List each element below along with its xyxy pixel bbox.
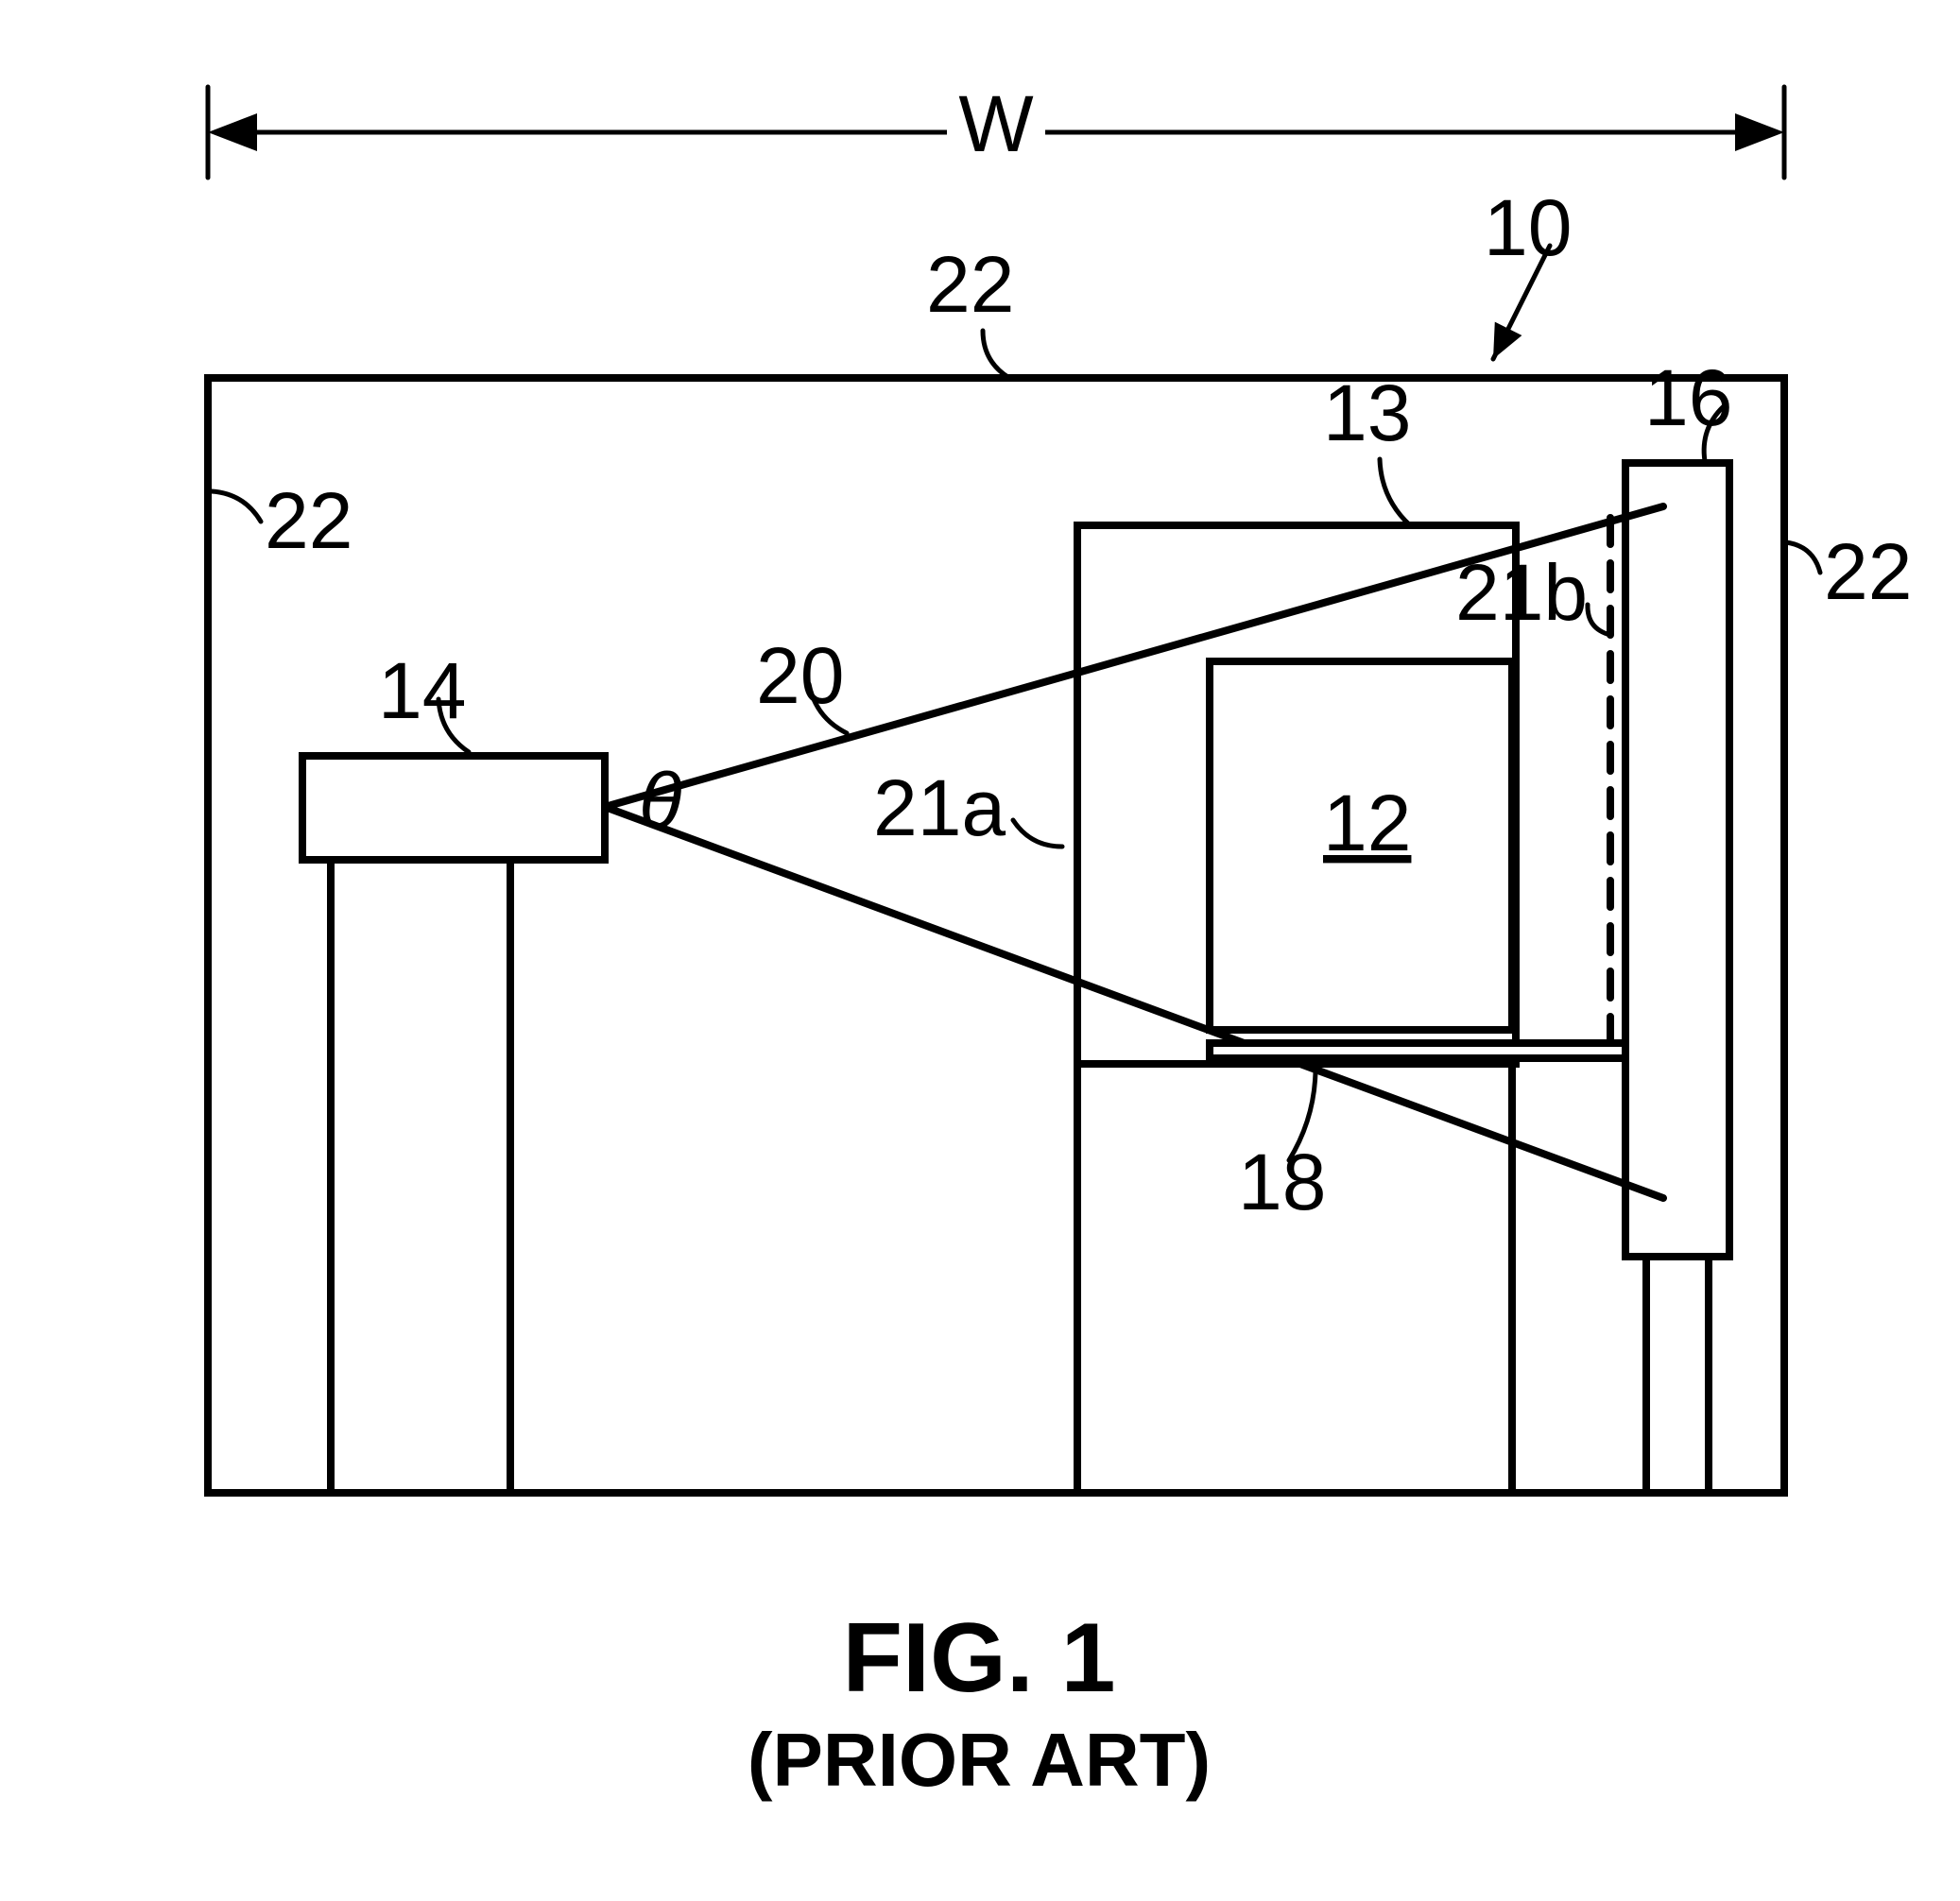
label-12: 12 [1323, 779, 1411, 867]
label-13: 13 [1323, 368, 1411, 457]
sample-tray-18 [1210, 1043, 1625, 1058]
label-21a: 21a [873, 763, 1006, 852]
label-22_right: 22 [1824, 527, 1912, 616]
source-head [302, 756, 605, 860]
arrow-head [1735, 113, 1784, 151]
center-stand [1077, 1064, 1512, 1493]
label-18: 18 [1238, 1138, 1326, 1226]
detector-16 [1625, 463, 1729, 1257]
leader-22_top [983, 331, 1009, 378]
source-stand [331, 860, 510, 1493]
label-22_left: 22 [265, 476, 352, 565]
figure-subtitle: (PRIOR ART) [748, 1718, 1211, 1802]
leader-22_right [1786, 542, 1820, 573]
figure-title: FIG. 1 [843, 1603, 1116, 1713]
label-21b: 21b [1455, 548, 1588, 637]
patent-figure: Wθ 22 10 22 22 16 13 21b 14 20 21a 18 12 FIG. 1(PRIOR… [0, 0, 1960, 1901]
label-16: 16 [1644, 353, 1732, 442]
theta-label: θ [639, 756, 682, 845]
arrow-head [208, 113, 257, 151]
label-10: 10 [1484, 183, 1572, 272]
label-14: 14 [378, 646, 466, 735]
label-20: 20 [756, 631, 844, 720]
dimension-label: W [958, 79, 1033, 168]
detector-stand [1646, 1257, 1709, 1493]
label-22_top: 22 [926, 240, 1014, 329]
